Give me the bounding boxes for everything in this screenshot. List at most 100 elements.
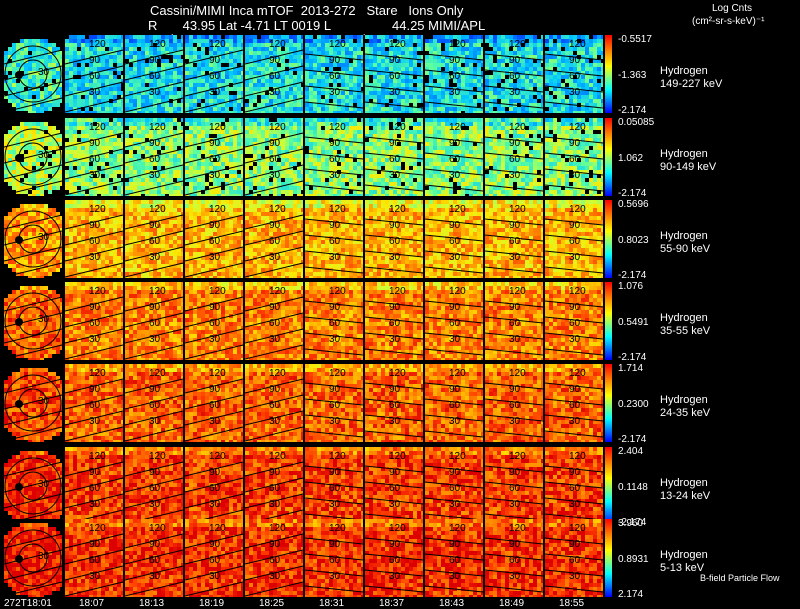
colorbar-max: 0.05085 <box>618 117 654 128</box>
panel-image-svg <box>4 519 603 597</box>
contour-label: 30 <box>38 150 49 161</box>
contour-label: 30 <box>569 252 580 263</box>
contour-label: 30 <box>389 571 400 582</box>
contour-label: 120 <box>509 368 526 379</box>
contour-label: 30 <box>38 551 49 562</box>
contour-label: 90 <box>509 539 520 550</box>
contour-label: 60 <box>389 483 400 494</box>
contour-label: 120 <box>449 451 466 462</box>
time-label: 18:25 <box>259 598 284 609</box>
colorbar-mid: 0.8931 <box>618 554 649 565</box>
colorbar-min: -2.174 <box>618 188 646 199</box>
contour-label: 30 <box>509 87 520 98</box>
contour-label: 60 <box>449 483 460 494</box>
contour-label: 120 <box>89 523 106 534</box>
time-label: 18:49 <box>499 598 524 609</box>
contour-label: 120 <box>329 286 346 297</box>
contour-label: 60 <box>389 71 400 82</box>
contour-label: 60 <box>509 400 520 411</box>
contour-label: 30 <box>509 499 520 510</box>
time-label: 18:37 <box>379 598 404 609</box>
contour-label: 30 <box>38 479 49 490</box>
subtitle-right: 44.25 MIMI/APL <box>392 18 485 33</box>
colorbar-max: -0.5517 <box>618 34 652 45</box>
contour-label: 90 <box>89 138 100 149</box>
contour-label: 60 <box>569 483 580 494</box>
contour-label: 120 <box>329 368 346 379</box>
contour-label: 60 <box>389 154 400 165</box>
contour-label: 90 <box>149 384 160 395</box>
colorbar-min: -2.174 <box>618 517 646 528</box>
energy-range: 90-149 keV <box>660 161 716 174</box>
contour-label: 30 <box>509 252 520 263</box>
colorbar-mid: 0.1148 <box>618 482 648 493</box>
contour-label: 60 <box>569 318 580 329</box>
contour-label: 60 <box>389 318 400 329</box>
contour-label: 90 <box>509 220 520 231</box>
contour-label: 120 <box>269 39 286 50</box>
species-label: Hydrogen 5-13 keV <box>660 549 708 575</box>
contour-label: 60 <box>149 318 160 329</box>
contour-label: 90 <box>209 467 220 478</box>
contour-label: 90 <box>389 467 400 478</box>
contour-label: 60 <box>329 318 340 329</box>
contour-label: 120 <box>389 368 406 379</box>
contour-label: 120 <box>329 523 346 534</box>
contour-label: 60 <box>89 236 100 247</box>
contour-label: 90 <box>269 220 280 231</box>
contour-label: 120 <box>269 451 286 462</box>
species-label: Hydrogen 149-227 keV <box>660 65 722 91</box>
colorbar-min: -2.174 <box>618 270 646 281</box>
contour-label: 120 <box>149 39 166 50</box>
contour-label: 30 <box>89 416 100 427</box>
contour-label: 30 <box>269 416 280 427</box>
species-label: Hydrogen 90-149 keV <box>660 148 716 174</box>
contour-label: 90 <box>149 302 160 313</box>
contour-label: 30 <box>449 170 460 181</box>
contour-label: 30 <box>569 170 580 181</box>
time-label: 18:13 <box>139 598 164 609</box>
contour-label: 120 <box>149 122 166 133</box>
contour-label: 60 <box>149 154 160 165</box>
flow-label: B-field Particle Flow <box>700 573 780 583</box>
contour-label: 90 <box>89 467 100 478</box>
contour-label: 60 <box>89 71 100 82</box>
contour-label: 60 <box>329 71 340 82</box>
contour-label: 120 <box>269 204 286 215</box>
species-name: Hydrogen <box>660 549 708 562</box>
contour-label: 60 <box>89 555 100 566</box>
contour-label: 60 <box>149 555 160 566</box>
contour-label: 60 <box>209 71 220 82</box>
contour-label: 60 <box>269 318 280 329</box>
contour-label: 30 <box>449 416 460 427</box>
contour-label: 90 <box>449 539 460 550</box>
contour-label: 90 <box>569 539 580 550</box>
contour-label: 90 <box>569 55 580 66</box>
contour-label: 30 <box>389 499 400 510</box>
contour-label: 120 <box>329 39 346 50</box>
species-name: Hydrogen <box>660 394 710 407</box>
contour-label: 90 <box>449 302 460 313</box>
panel-image-svg <box>4 200 603 278</box>
contour-label: 90 <box>329 138 340 149</box>
colorbar-min: -2.174 <box>618 105 646 116</box>
contour-label: 60 <box>509 318 520 329</box>
contour-label: 120 <box>149 451 166 462</box>
contour-label: 30 <box>38 67 49 78</box>
contour-label: 120 <box>209 523 226 534</box>
contour-label: 90 <box>329 55 340 66</box>
contour-label: 30 <box>449 252 460 263</box>
contour-label: 60 <box>269 154 280 165</box>
contour-label: 30 <box>449 499 460 510</box>
contour-label: 30 <box>389 252 400 263</box>
contour-label: 90 <box>569 467 580 478</box>
contour-label: 30 <box>389 416 400 427</box>
image-panel-4: 120 90 60 30 120 90 60 30 120 90 60 30 120 90 60 30 120 9… <box>4 282 603 360</box>
contour-label: 30 <box>569 499 580 510</box>
contour-label: 30 <box>149 334 160 345</box>
contour-label: 120 <box>389 39 406 50</box>
contour-label: 120 <box>569 39 586 50</box>
contour-label: 90 <box>329 220 340 231</box>
contour-label: 120 <box>329 122 346 133</box>
contour-label: 120 <box>509 451 526 462</box>
